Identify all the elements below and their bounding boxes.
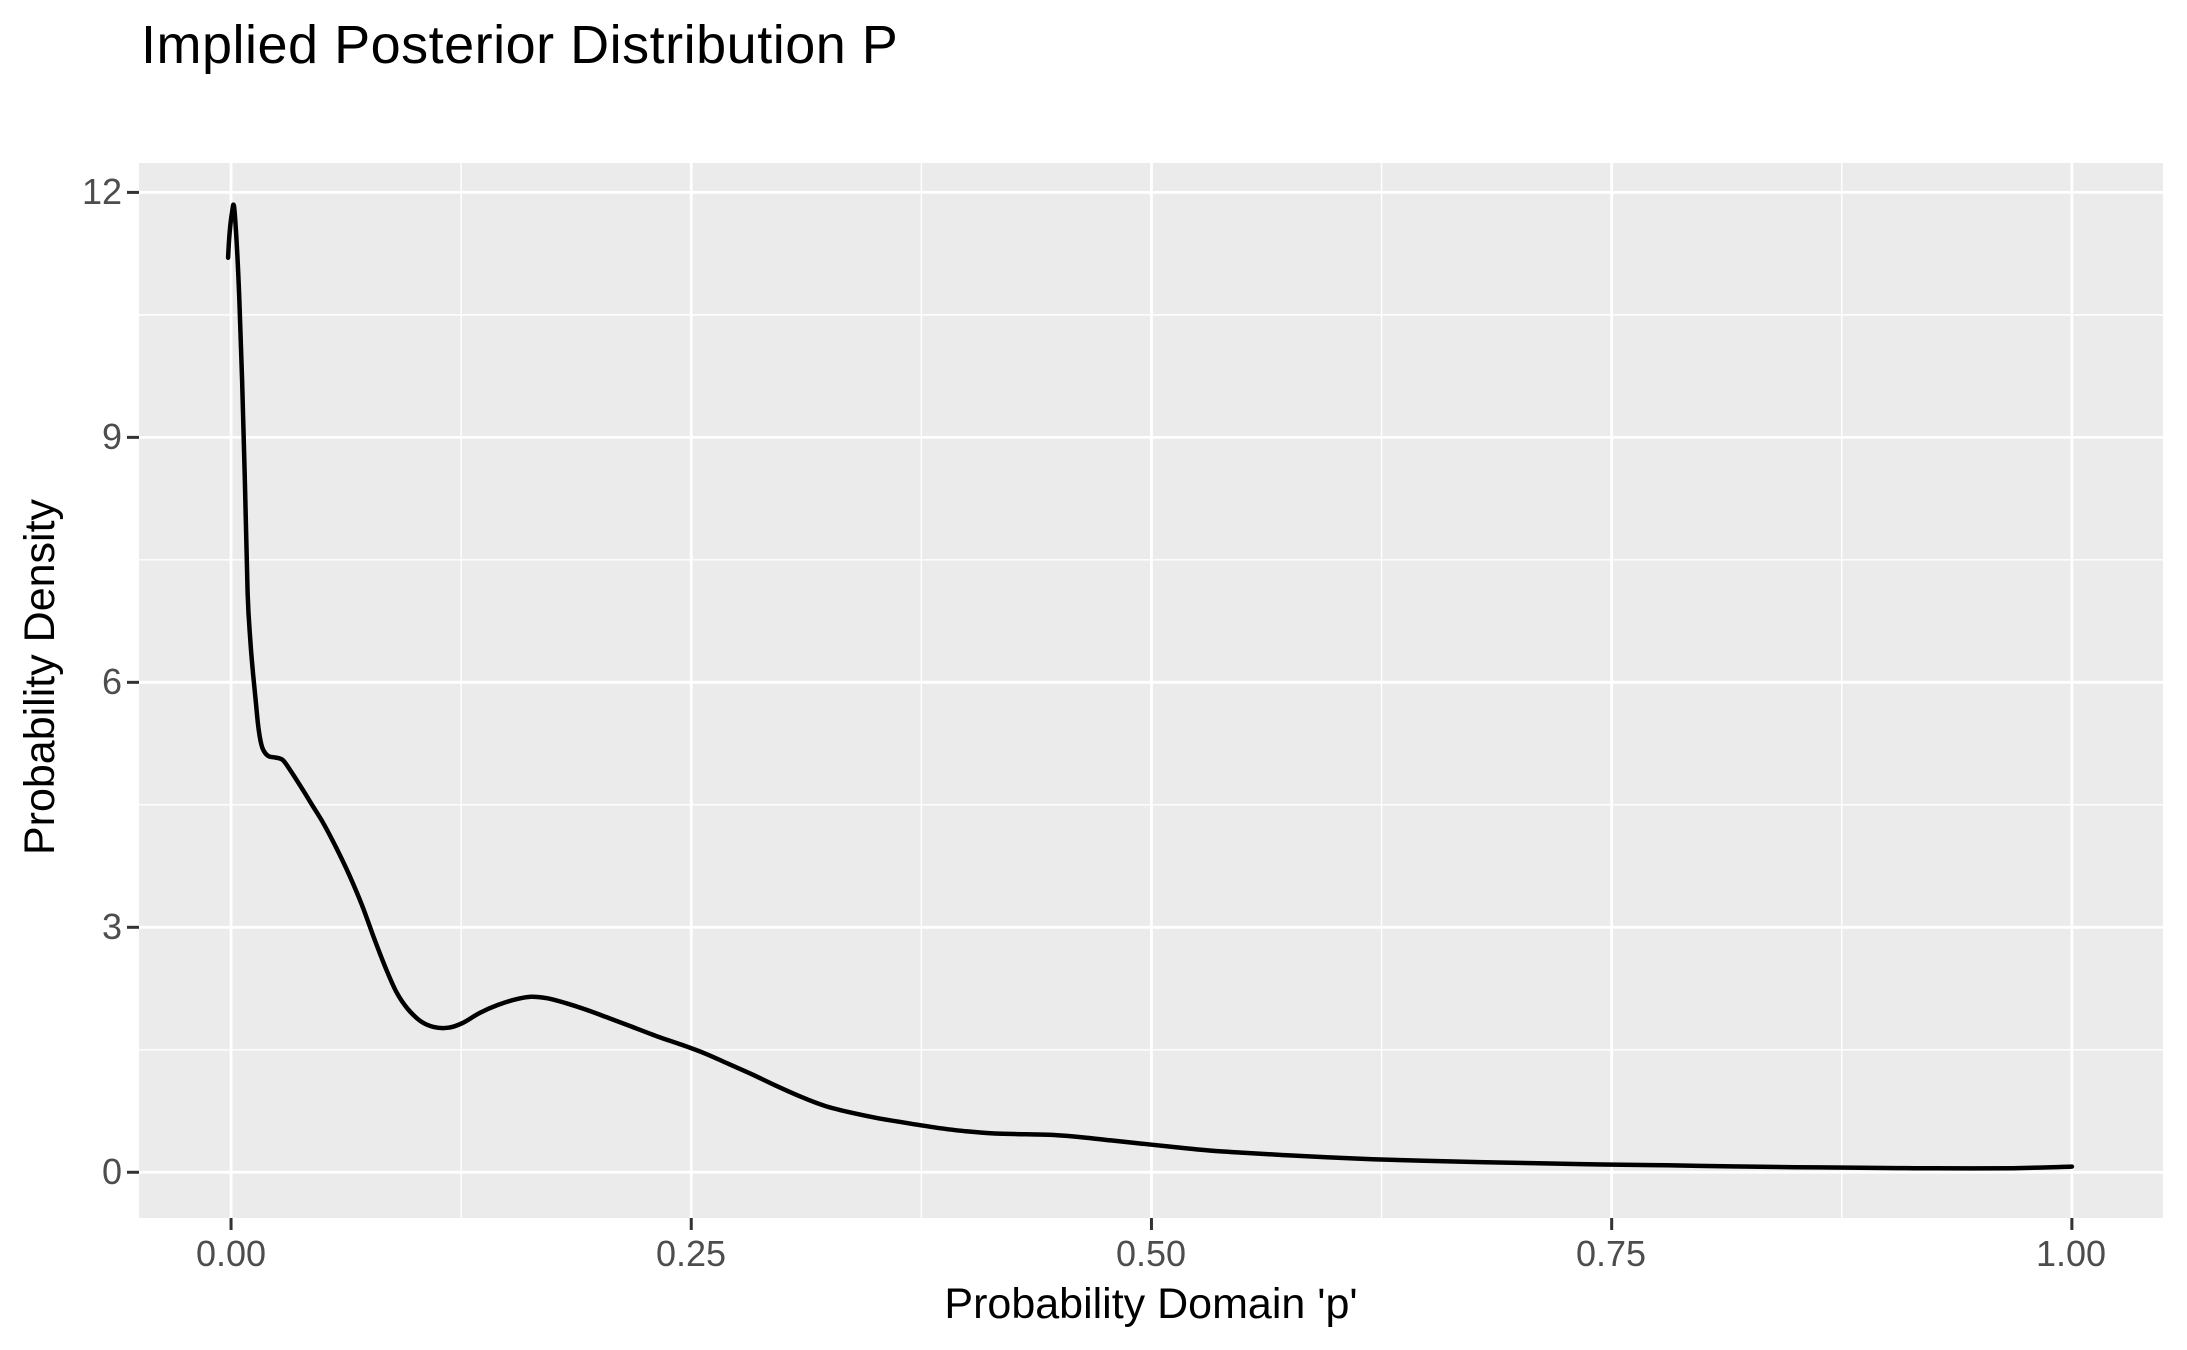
y-tick-label-6: 6 (101, 661, 122, 702)
x-tick-label-075: 0.75 (1575, 1233, 1647, 1274)
y-tick-label-0: 0 (101, 1151, 122, 1192)
x-tick-label-050: 0.50 (1115, 1233, 1187, 1274)
y-tick-label-3: 3 (101, 906, 122, 947)
chart-title: Implied Posterior Distribution P (141, 15, 899, 75)
y-tick-label-9: 9 (101, 416, 122, 457)
plot-panel (127, 163, 2163, 1230)
x-tick-label-100: 1.00 (2035, 1233, 2107, 1274)
x-axis-title: Probability Domain 'p' (944, 1280, 1358, 1328)
x-tick-label-025: 0.25 (655, 1233, 727, 1274)
density-curve (225, 202, 2075, 1171)
y-tick-label-12: 12 (81, 171, 122, 212)
x-tick-label-000: 0.00 (195, 1233, 267, 1274)
